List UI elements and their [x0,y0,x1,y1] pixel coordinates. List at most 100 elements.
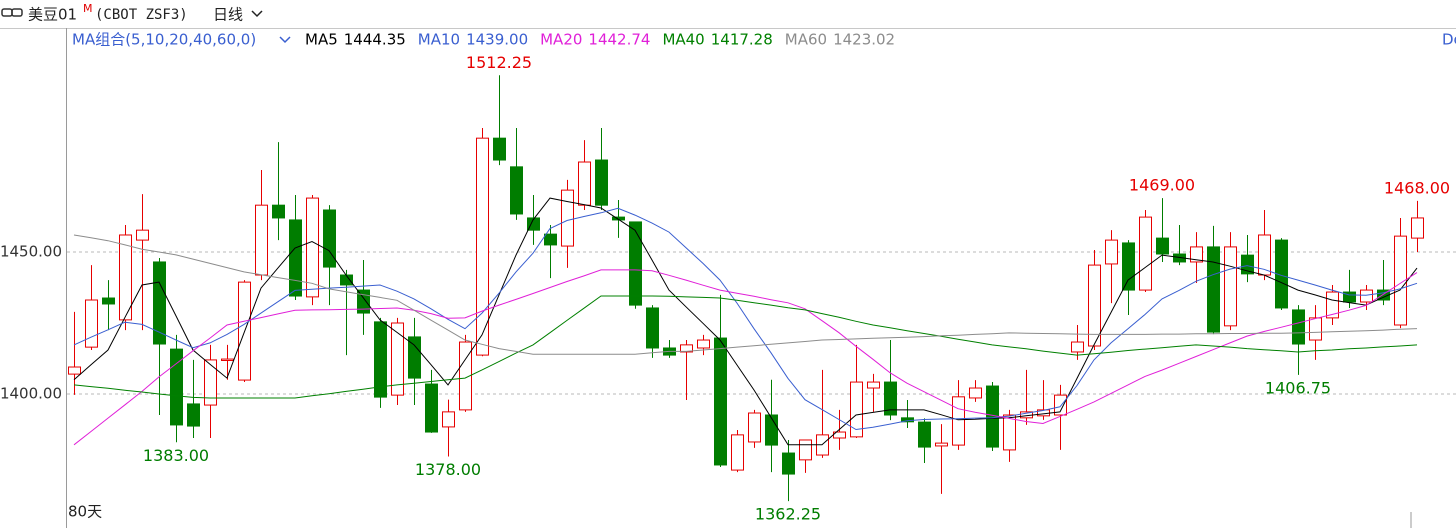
ma-line [73,207,1418,431]
candle-body [425,383,438,433]
ma-line [73,234,1418,355]
contract-code: (CBOT ZSF3) [95,7,188,23]
candle-body [595,159,608,206]
candle-body [357,289,370,314]
candle-body [221,358,234,361]
candle-body [1139,216,1152,291]
candle-body [1241,254,1254,275]
y-tick-label: 1450.00 [0,243,62,261]
legend-value: 1444.35 [344,31,406,49]
candle-body [374,321,387,398]
candle-body [867,381,880,389]
candle-body [442,411,455,428]
link-icon[interactable] [1,8,23,17]
legend-name: MA40 [662,31,704,49]
indicator-label[interactable]: MA组合(5,10,20,40,60,0) [72,31,256,49]
candle-body [629,221,642,306]
candle-body [187,403,200,427]
extreme-label: 1362.25 [755,505,821,524]
candle-body [884,381,897,416]
candle-body [578,161,591,206]
legend-value: 1442.74 [588,31,650,49]
candle-body [85,299,98,348]
period-chevron[interactable] [251,10,263,18]
extreme-label: 1468.00 [1384,178,1450,197]
candle-body [1003,414,1016,451]
candle-body [714,337,727,466]
candle-body [408,336,421,379]
candle-body [1360,289,1373,303]
candle-body [952,396,965,446]
extreme-label: 1383.00 [143,446,209,465]
candle-body [969,387,982,399]
candle-body [748,412,761,443]
candle-body [850,381,863,438]
legend-value: 1439.00 [466,31,528,49]
y-tick-label: 1400.00 [0,384,62,402]
candle-body [510,166,523,215]
legend-name: MA60 [785,31,827,49]
candle-body [1088,264,1101,347]
candle-body [204,359,217,406]
candle-body [459,341,472,411]
candle-body [323,209,336,268]
footer: 80天 [68,503,102,521]
candle-body [493,137,506,161]
candle-body [1275,239,1288,309]
ma-line [73,295,1418,399]
superscript: M [83,2,93,15]
candle-body [170,348,183,426]
candle-body [1190,246,1203,263]
extreme-label: 1378.00 [415,460,481,479]
candle-body [1411,217,1424,239]
candle-body [1156,237,1169,255]
candle-body [1343,291,1356,303]
candle-body [289,219,302,297]
candle-body [255,204,268,276]
extreme-label: 1406.75 [1265,378,1331,397]
candle-body [1394,235,1407,326]
candle-body [119,234,132,321]
candle-body [697,339,710,349]
legend-name: MA5 [305,31,338,49]
candle-body [136,229,149,241]
legend-value: 1423.02 [833,31,895,49]
candle-body [680,344,693,353]
legend-name: MA20 [540,31,582,49]
candle-body [1054,394,1067,416]
period[interactable]: 日线 [213,6,243,24]
symbol[interactable]: 美豆01 [28,6,77,24]
candle-body [1122,242,1135,291]
candle-body [1105,239,1118,265]
candle-body [527,217,540,231]
candle-body [1309,317,1322,341]
candle-body [391,322,404,396]
candle-body [1326,291,1339,319]
candle-body [782,452,795,475]
candle-body [68,366,81,375]
candle-body [272,204,285,219]
candle-body [561,189,574,247]
ma-line [73,269,1418,446]
candle-body [1224,246,1237,327]
edge-text: De [1442,31,1456,49]
indicator-chevron[interactable] [279,36,291,44]
candle-body [306,197,319,298]
candle-body [544,233,557,246]
candle-body [935,442,948,447]
extreme-label: 1512.25 [466,53,532,72]
candle-body [153,261,166,345]
candle-body [646,307,659,349]
candle-body [1207,246,1220,333]
legend-name: MA10 [418,31,460,49]
legend-value: 1417.28 [711,31,773,49]
candle-body [476,137,489,356]
candle-body [765,414,778,446]
candle-body [1071,341,1084,353]
candle-body [799,439,812,461]
candle-body [918,421,931,448]
candle-body [340,274,353,286]
candle-body [1292,309,1305,345]
